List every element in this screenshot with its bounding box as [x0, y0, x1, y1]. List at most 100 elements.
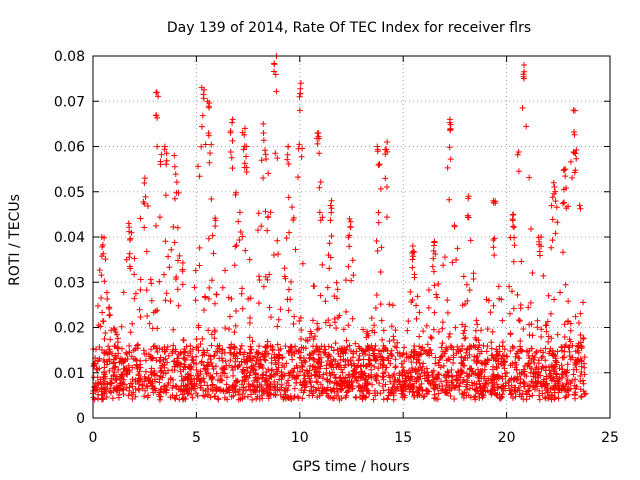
- roti-point: [409, 243, 416, 250]
- roti-point: [340, 326, 347, 333]
- roti-point: [470, 270, 477, 277]
- roti-point: [98, 272, 105, 279]
- roti-point: [430, 385, 437, 392]
- roti-point: [154, 372, 161, 379]
- roti-point: [463, 349, 470, 356]
- roti-point: [232, 322, 239, 329]
- roti-point: [102, 384, 109, 391]
- roti-point: [132, 356, 139, 363]
- roti-point: [526, 174, 533, 181]
- roti-point: [514, 291, 521, 298]
- roti-point: [356, 352, 363, 359]
- roti-point: [570, 366, 577, 373]
- roti-point: [545, 338, 552, 345]
- roti-point: [195, 163, 202, 170]
- roti-point: [383, 146, 390, 153]
- roti-point: [267, 314, 274, 321]
- roti-point: [451, 223, 458, 230]
- roti-point: [464, 212, 471, 219]
- roti-point: [285, 286, 292, 293]
- roti-point: [571, 131, 578, 138]
- roti-point: [480, 384, 487, 391]
- roti-point: [380, 342, 387, 349]
- roti-point: [245, 383, 252, 390]
- roti-point: [511, 234, 518, 241]
- y-axis-label: ROTI / TECUs: [7, 194, 23, 286]
- roti-point: [411, 352, 418, 359]
- roti-point: [390, 333, 397, 340]
- roti-point: [319, 375, 326, 382]
- roti-point: [262, 357, 269, 364]
- roti-point: [317, 292, 324, 299]
- roti-point: [203, 370, 210, 377]
- roti-point: [104, 296, 111, 303]
- roti-point: [546, 372, 553, 379]
- roti-point: [247, 391, 254, 398]
- roti-point: [207, 394, 214, 401]
- roti-point: [553, 371, 560, 378]
- roti-point: [158, 386, 165, 393]
- roti-point: [349, 354, 356, 361]
- roti-point: [570, 129, 577, 136]
- roti-point: [564, 318, 571, 325]
- roti-point: [304, 337, 311, 344]
- roti-point: [267, 373, 274, 380]
- roti-point: [379, 383, 386, 390]
- roti-point: [566, 344, 573, 351]
- roti-point: [270, 371, 277, 378]
- y-tick-label: 0.04: [54, 230, 85, 246]
- roti-point: [355, 356, 362, 363]
- roti-point: [521, 362, 528, 369]
- roti-point: [559, 347, 566, 354]
- roti-point: [248, 346, 255, 353]
- roti-point: [578, 363, 585, 370]
- roti-point: [427, 333, 434, 340]
- x-axis-label: GPS time / hours: [292, 459, 409, 475]
- roti-point: [140, 198, 147, 205]
- roti-point: [384, 148, 391, 155]
- roti-point: [460, 330, 467, 337]
- roti-point: [487, 309, 494, 316]
- roti-point: [475, 344, 482, 351]
- roti-point: [134, 345, 141, 352]
- y-tick-label: 0: [76, 411, 85, 427]
- roti-point: [460, 273, 467, 280]
- roti-point: [376, 161, 383, 168]
- roti-point: [369, 327, 376, 334]
- roti-point: [269, 344, 276, 351]
- roti-point: [193, 366, 200, 373]
- roti-point: [562, 173, 569, 180]
- roti-point: [462, 383, 469, 390]
- roti-point: [256, 363, 263, 370]
- roti-point: [230, 351, 237, 358]
- roti-point: [445, 334, 452, 341]
- roti-point: [363, 362, 370, 369]
- roti-point: [328, 364, 335, 371]
- roti-point: [137, 313, 144, 320]
- roti-point: [338, 345, 345, 352]
- roti-point: [179, 259, 186, 266]
- roti-point: [319, 214, 326, 221]
- roti-point: [125, 392, 132, 399]
- roti-point: [341, 364, 348, 371]
- roti-point: [500, 359, 507, 366]
- roti-point: [238, 358, 245, 365]
- roti-point: [581, 371, 588, 378]
- roti-point: [452, 324, 459, 331]
- roti-point: [201, 351, 208, 358]
- roti-point: [401, 394, 408, 401]
- y-tick-label: 0.01: [54, 366, 85, 382]
- roti-point: [137, 364, 144, 371]
- roti-point: [236, 349, 243, 356]
- roti-point: [416, 384, 423, 391]
- roti-point: [141, 393, 148, 400]
- roti-point: [390, 380, 397, 387]
- roti-point: [419, 363, 426, 370]
- roti-point: [461, 327, 468, 334]
- roti-point: [150, 389, 157, 396]
- roti-point: [357, 368, 364, 375]
- roti-point: [528, 365, 535, 372]
- roti-point: [388, 323, 395, 330]
- roti-point: [225, 294, 232, 301]
- roti-point: [499, 352, 506, 359]
